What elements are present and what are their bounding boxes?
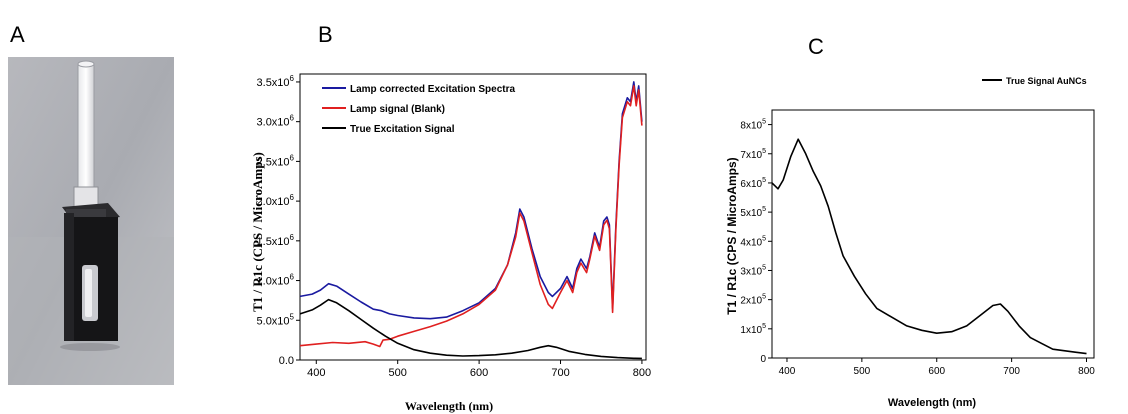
c-y-tick-label: 1x105 [740,323,766,336]
c-legend-label-0: True Signal AuNCs [1006,76,1087,86]
chart-c: 0 1x105 2x105 3x105 4x105 5x105 6x105 7x105 8x10… [725,76,1095,409]
chart-b-legend: Lamp corrected Excitation Spectra Lamp si… [322,84,515,135]
c-x-tick-label: 700 [1003,366,1020,377]
b-legend-label-1: Lamp signal (Blank) [350,104,445,115]
chart-b-series [299,81,643,360]
b-x-tick-label: 400 [307,367,325,379]
b-y-tick-label: 5.0x105 [257,312,295,327]
panel-label-c: C [808,34,824,59]
b-y-tick-label: 0.0 [279,355,294,367]
chart-c-x-axis-label: Wavelength (nm) [888,397,977,409]
panel-label-b: B [318,22,333,47]
chart-b-y-axis-label: T1 / R1c (CPS / MicroAmps) [250,152,265,312]
c-x-tick-label: 500 [854,366,871,377]
c-y-tick-label: 7x105 [740,148,766,161]
b-y-tick-label: 2.0x106 [257,193,295,208]
c-y-tick-label: 8x105 [740,119,766,132]
panel-label-a: A [10,22,25,47]
chart-c-y-ticks: 0 1x105 2x105 3x105 4x105 5x105 6x105 7x105 8x10… [740,119,772,365]
c-series-line-0 [771,138,1087,355]
c-plot-frame [771,109,1095,359]
chart-c-plot-area [771,109,1095,359]
c-y-tick-label: 2x105 [740,294,766,307]
b-series-line-1 [299,85,643,348]
c-y-tick-label: 3x105 [740,264,766,277]
b-x-tick-label: 800 [633,367,651,379]
b-y-tick-label: 1.0x106 [257,273,295,288]
c-y-tick-label: 5x105 [740,206,766,219]
chart-b-y-ticks: 0.0 5.0x105 1.0x106 1.5x106 2.0x106 2.5x106 3.… [257,74,300,367]
b-series-line-2 [299,298,642,360]
b-series-line-0 [299,81,643,320]
b-legend-label-0: Lamp corrected Excitation Spectra [350,84,515,95]
chart-b-plot-area [299,73,647,361]
b-y-tick-label: 1.5x106 [257,233,295,248]
chart-c-series [771,138,1087,355]
c-y-tick-label: 0 [760,354,766,365]
chart-c-y-axis-label: T1 / R1c (CPS / MicroAmps) [725,157,739,314]
chart-c-legend: True Signal AuNCs [982,76,1087,86]
c-x-tick-label: 800 [1078,366,1095,377]
b-x-tick-label: 700 [551,367,569,379]
c-x-tick-label: 600 [928,366,945,377]
b-y-tick-label: 2.5x106 [257,153,295,168]
b-x-tick-label: 500 [389,367,407,379]
chart-c-x-ticks: 400 500 600 700 800 [779,358,1095,377]
b-x-tick-label: 600 [470,367,488,379]
c-x-tick-label: 400 [779,366,796,377]
chart-b-x-ticks: 400 500 600 700 800 [307,360,651,379]
c-y-tick-label: 6x105 [740,177,766,190]
chart-b: 0.0 5.0x105 1.0x106 1.5x106 2.0x106 2.5x106 3.… [250,73,651,413]
b-y-tick-label: 3.0x106 [257,114,295,129]
b-plot-frame [299,73,647,361]
b-legend-label-2: True Excitation Signal [350,124,455,135]
cuvette-photo [8,57,174,385]
chart-b-x-axis-label: Wavelength (nm) [405,399,493,413]
c-y-tick-label: 4x105 [740,235,766,248]
b-y-tick-label: 3.5x106 [257,74,295,89]
